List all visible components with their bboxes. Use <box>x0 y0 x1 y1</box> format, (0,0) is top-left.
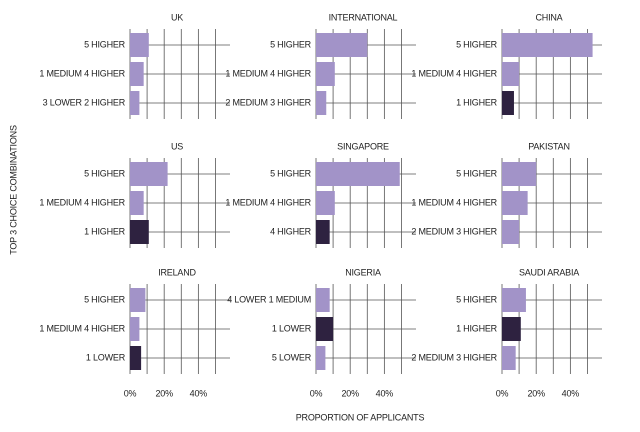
panel-title: PAKISTAN <box>528 141 570 151</box>
y-axis-label: TOP 3 CHOICE COMBINATIONS <box>8 125 18 255</box>
panel-title: INTERNATIONAL <box>329 12 398 22</box>
y-tick-label: 1 MEDIUM 4 HIGHER <box>39 197 125 207</box>
bar <box>502 317 521 341</box>
y-tick-label: 2 MEDIUM 3 HIGHER <box>411 352 497 362</box>
y-tick-label: 1 MEDIUM 4 HIGHER <box>411 68 497 78</box>
y-tick-label: 5 HIGHER <box>456 168 498 178</box>
y-tick-label: 1 HIGHER <box>84 226 126 236</box>
x-tick-label: 0% <box>496 388 509 398</box>
y-tick-label: 5 HIGHER <box>270 39 312 49</box>
bar <box>502 191 528 215</box>
bar <box>316 33 368 57</box>
bar <box>502 346 516 370</box>
panel-title: IRELAND <box>158 267 196 277</box>
bar <box>316 317 334 341</box>
y-tick-label: 5 HIGHER <box>270 168 312 178</box>
y-tick-label: 3 LOWER 2 HIGHER <box>43 97 126 107</box>
bar <box>130 317 140 341</box>
bar <box>316 288 330 312</box>
panel-title: US <box>171 141 183 151</box>
bar <box>502 220 520 244</box>
y-tick-label: 4 HIGHER <box>270 226 312 236</box>
panel-title: CHINA <box>535 12 562 22</box>
bar <box>316 220 330 244</box>
bar <box>502 91 514 115</box>
bar <box>502 33 593 57</box>
y-tick-label: 2 MEDIUM 3 HIGHER <box>225 97 311 107</box>
y-tick-label: 5 HIGHER <box>84 294 126 304</box>
y-tick-label: 5 HIGHER <box>456 39 498 49</box>
x-tick-label: 20% <box>341 388 359 398</box>
x-tick-label: 40% <box>190 388 208 398</box>
y-tick-label: 2 MEDIUM 3 HIGHER <box>411 226 497 236</box>
bar <box>316 162 400 186</box>
bar <box>130 33 149 57</box>
bar <box>316 91 327 115</box>
bar <box>316 62 335 86</box>
x-axis-label: PROPORTION OF APPLICANTS <box>296 412 425 422</box>
panel-title: SAUDI ARABIA <box>519 267 579 277</box>
y-tick-label: 1 LOWER <box>272 323 312 333</box>
y-tick-label: 1 MEDIUM 4 HIGHER <box>39 323 125 333</box>
panel-title: NIGERIA <box>345 267 381 277</box>
y-tick-label: 1 HIGHER <box>456 97 498 107</box>
bar <box>130 220 149 244</box>
y-tick-label: 1 MEDIUM 4 HIGHER <box>411 197 497 207</box>
y-tick-label: 5 HIGHER <box>84 168 126 178</box>
y-tick-label: 5 LOWER <box>272 352 312 362</box>
panel-title: SINGAPORE <box>337 141 389 151</box>
y-tick-label: 1 MEDIUM 4 HIGHER <box>225 197 311 207</box>
bar <box>130 162 168 186</box>
bar <box>502 288 526 312</box>
x-tick-label: 40% <box>562 388 580 398</box>
y-tick-label: 4 LOWER 1 MEDIUM <box>227 294 311 304</box>
bar <box>130 288 146 312</box>
x-tick-label: 20% <box>527 388 545 398</box>
y-tick-label: 5 HIGHER <box>84 39 126 49</box>
x-tick-label: 0% <box>310 388 323 398</box>
x-tick-label: 20% <box>155 388 173 398</box>
bar <box>316 346 326 370</box>
x-tick-label: 40% <box>376 388 394 398</box>
y-tick-label: 1 HIGHER <box>456 323 498 333</box>
y-tick-label: 1 MEDIUM 4 HIGHER <box>225 68 311 78</box>
bar <box>130 191 144 215</box>
bar <box>130 62 144 86</box>
y-tick-label: 1 LOWER <box>86 352 126 362</box>
bar <box>130 346 142 370</box>
bar <box>502 162 537 186</box>
y-tick-label: 5 HIGHER <box>456 294 498 304</box>
panel-title: UK <box>171 12 183 22</box>
bar <box>130 91 140 115</box>
bar <box>502 62 520 86</box>
bar <box>316 191 335 215</box>
y-tick-label: 1 MEDIUM 4 HIGHER <box>39 68 125 78</box>
x-tick-label: 0% <box>124 388 137 398</box>
